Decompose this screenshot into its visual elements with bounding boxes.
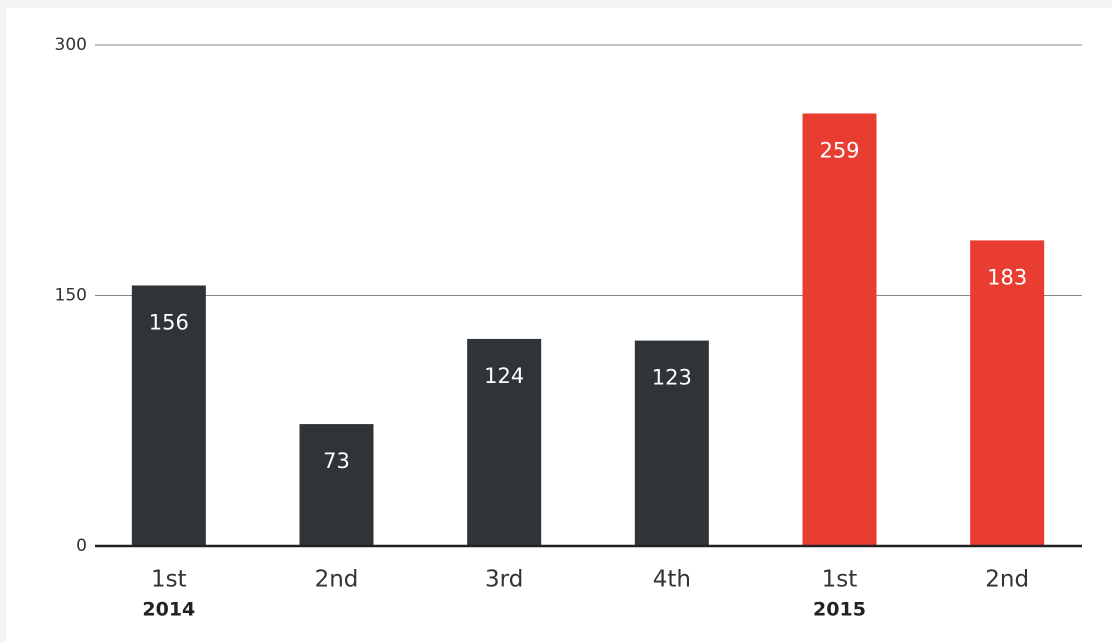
value-label: 183 (987, 265, 1027, 289)
x-tick-label: 3rd (485, 567, 523, 593)
x-tick-label: 2nd (985, 567, 1029, 593)
bar (802, 113, 877, 546)
value-label: 124 (484, 364, 524, 388)
bar (970, 240, 1045, 546)
value-label: 259 (819, 138, 859, 162)
y-tick-label: 150 (55, 286, 87, 306)
year-label: 2015 (813, 599, 866, 621)
x-tick-label: 1st (151, 567, 187, 593)
y-tick-label: 0 (76, 536, 87, 556)
x-tick-label: 2nd (315, 567, 359, 593)
value-label: 73 (323, 449, 350, 473)
bar (299, 424, 374, 546)
bar (131, 285, 206, 546)
bar (634, 340, 709, 546)
value-label: 156 (149, 310, 189, 334)
y-tick-label: 300 (55, 35, 87, 55)
x-tick-label: 4th (653, 567, 691, 593)
bar (467, 338, 542, 546)
value-label: 123 (652, 366, 692, 390)
x-tick-label: 1st (822, 567, 858, 593)
year-label: 2014 (142, 599, 195, 621)
